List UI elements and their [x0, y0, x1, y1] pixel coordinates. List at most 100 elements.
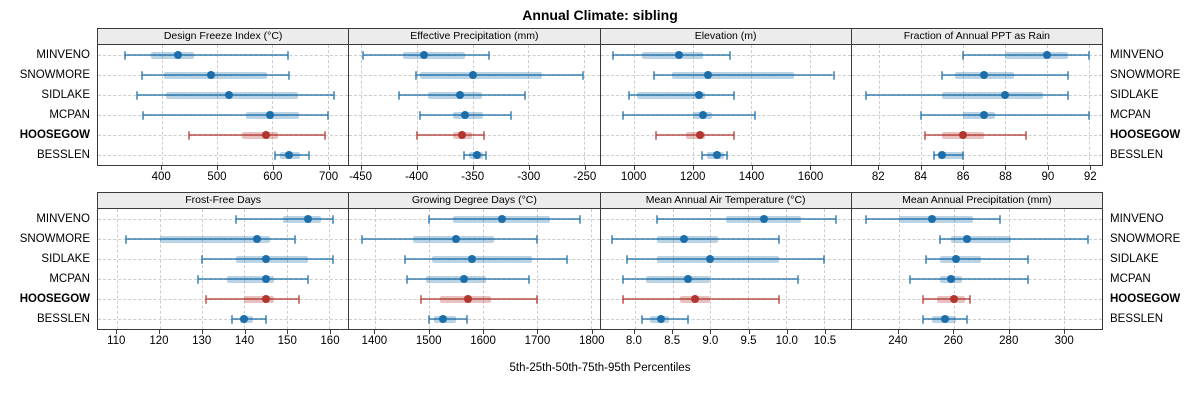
iqr-band-25th-75th — [685, 132, 705, 139]
range-line-5th-95th — [611, 238, 779, 240]
x-gridline — [117, 209, 119, 329]
whisker-cap-95th — [962, 151, 965, 160]
axis-tick — [537, 330, 539, 334]
axis-tick — [1064, 330, 1066, 334]
whisker-cap-5th — [398, 91, 401, 100]
panel-plot — [599, 209, 852, 330]
median-dot — [419, 51, 428, 59]
axis-tick-label: 600 — [263, 171, 283, 183]
whisker-cap-95th — [1088, 51, 1091, 60]
panels-row-2: Frost-Free Days 110 120 130 140 150 160 Growing… — [97, 192, 1103, 351]
axis-tick — [633, 166, 635, 170]
panel-strip: Fraction of Annual PPT as Rain — [850, 28, 1103, 45]
range-line-5th-95th — [429, 318, 467, 320]
whisker-cap-95th — [527, 275, 530, 284]
axis-tick — [824, 330, 826, 334]
whisker-cap-5th — [124, 235, 127, 244]
station-label: SIDLAKE — [41, 89, 90, 101]
panel-plot — [97, 209, 350, 330]
x-gridline — [710, 209, 712, 329]
whisker-cap-5th — [230, 315, 233, 324]
median-dot — [963, 235, 972, 243]
median-dot — [457, 131, 466, 139]
range-line-5th-95th — [926, 258, 1028, 260]
median-dot — [468, 255, 477, 263]
median-dot — [468, 71, 477, 79]
x-gridline — [201, 209, 203, 329]
range-line-5th-95th — [206, 298, 300, 300]
range-line-5th-95th — [623, 278, 798, 280]
axis-tick — [710, 330, 712, 334]
whisker-cap-95th — [966, 315, 969, 324]
axis-tick-label: 400 — [151, 171, 171, 183]
range-line-5th-95th — [361, 238, 537, 240]
whisker-cap-95th — [287, 51, 290, 60]
panel-strip: Mean Annual Air Temperature (°C) — [599, 192, 852, 209]
station-labels-right: MINVENO SNOWMORE SIDLAKE MCPAN HOOSEGOW BESSL… — [1103, 192, 1200, 351]
axis-tick-label: -350 — [461, 171, 485, 183]
median-dot — [1001, 91, 1010, 99]
axis-tick-label: 1000 — [620, 171, 647, 183]
axis-tick-label: 90 — [1041, 171, 1055, 183]
axis-tick — [897, 330, 899, 334]
x-gridline — [429, 209, 431, 329]
axis-tick-label: 150 — [277, 335, 297, 347]
iqr-band-25th-75th — [150, 52, 194, 59]
axis-tick-label: 10.0 — [775, 335, 798, 347]
whisker-cap-95th — [581, 71, 584, 80]
whisker-cap-95th — [298, 295, 301, 304]
axis-tick-label: 130 — [192, 335, 212, 347]
range-line-5th-95th — [407, 278, 529, 280]
station-label: MINVENO — [36, 213, 90, 225]
median-dot — [713, 151, 722, 159]
range-line-5th-95th — [404, 258, 567, 260]
median-dot — [706, 255, 715, 263]
station-label: MINVENO — [36, 49, 90, 61]
panel-plot — [850, 209, 1103, 330]
axis-tick — [963, 166, 965, 170]
axis-tick — [360, 166, 362, 170]
whisker-cap-5th — [962, 51, 965, 60]
x-gridline — [1063, 209, 1065, 329]
panel-design-freeze-index-c: Design Freeze Index (°C) 400 500 600 700 — [97, 28, 350, 187]
whisker-cap-5th — [655, 131, 658, 140]
station-label: BESSLEN — [1110, 149, 1164, 161]
axis-tick-label: 1700 — [524, 335, 551, 347]
range-line-5th-95th — [189, 134, 325, 136]
whisker-cap-5th — [922, 295, 925, 304]
x-gridline — [1005, 45, 1007, 165]
x-gridline — [1008, 209, 1010, 329]
axis-tick-label: 88 — [999, 171, 1012, 183]
median-dot — [679, 235, 688, 243]
axis-tick-label: 1500 — [415, 335, 442, 347]
panel-effective-precipitation-mm: Effective Precipitation (mm) -450 -400 -350… — [348, 28, 601, 187]
station-labels-right: MINVENO SNOWMORE SIDLAKE MCPAN HOOSEGOW BESSL… — [1103, 28, 1200, 187]
axis-tick — [1047, 166, 1049, 170]
station-labels-left: MINVENO SNOWMORE SIDLAKE MCPAN HOOSEGOW BESSL… — [0, 28, 97, 187]
panel-mean-annual-air-temperature-c: Mean Annual Air Temperature (°C) 8.0 8.5 9.… — [599, 192, 852, 351]
whisker-cap-95th — [509, 111, 512, 120]
whisker-cap-5th — [123, 51, 126, 60]
panel-axis: -450 -400 -350 -300 -250 — [348, 166, 600, 187]
panel-row-1: MINVENO SNOWMORE SIDLAKE MCPAN HOOSEGOW BESSL… — [0, 28, 1200, 187]
axis-tick — [692, 166, 694, 170]
iqr-band-25th-75th — [898, 216, 973, 223]
axis-tick — [216, 166, 218, 170]
x-gridline — [361, 45, 363, 165]
station-label: HOOSEGOW — [19, 293, 90, 305]
panel-plot — [97, 45, 350, 166]
y-gridline — [851, 299, 1102, 300]
median-dot — [225, 91, 234, 99]
axis-tick — [953, 330, 955, 334]
median-dot — [456, 91, 465, 99]
whisker-cap-5th — [656, 215, 659, 224]
whisker-cap-95th — [729, 51, 731, 60]
axis-tick — [878, 166, 880, 170]
whisker-cap-5th — [188, 131, 191, 140]
x-gridline — [751, 45, 753, 165]
x-gridline — [375, 209, 377, 329]
median-dot — [261, 275, 270, 283]
x-gridline — [634, 45, 636, 165]
x-gridline — [417, 45, 419, 165]
median-dot — [253, 235, 262, 243]
